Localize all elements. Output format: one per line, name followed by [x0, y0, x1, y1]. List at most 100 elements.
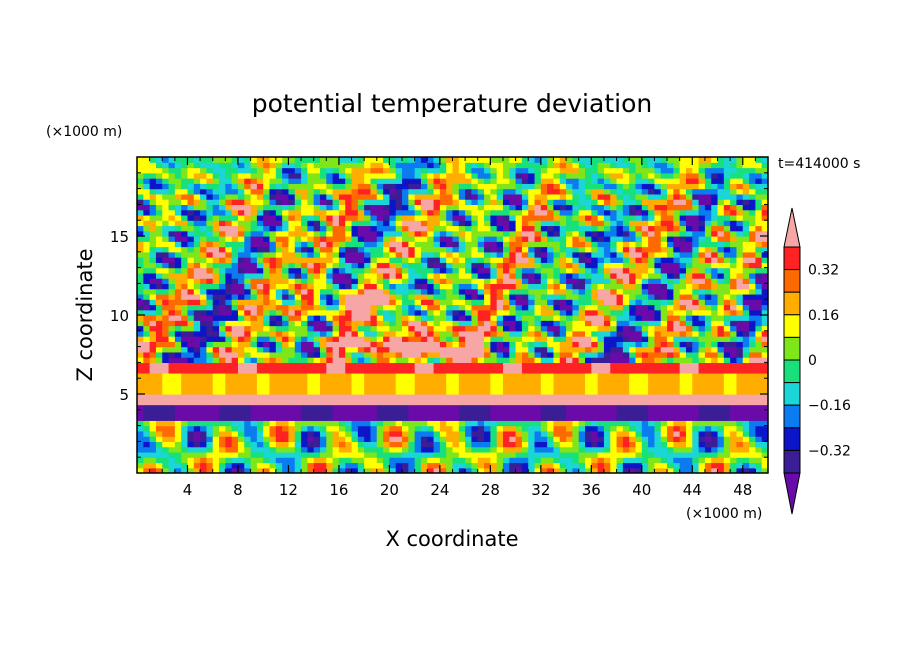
contour-cell: [471, 214, 479, 221]
contour-cell: [174, 404, 182, 411]
contour-cell: [540, 304, 548, 311]
contour-cell: [174, 372, 182, 379]
contour-cell: [370, 230, 378, 237]
contour-cell: [237, 399, 245, 406]
contour-cell: [502, 257, 510, 263]
contour-cell: [137, 241, 144, 248]
contour-cell: [338, 367, 346, 374]
contour-cell: [414, 446, 422, 453]
contour-cell: [698, 457, 706, 464]
contour-cell: [301, 299, 308, 306]
contour-cell: [225, 309, 233, 316]
contour-cell: [610, 267, 618, 274]
contour-cell: [237, 304, 245, 311]
contour-cell: [572, 430, 580, 437]
contour-cell: [597, 251, 605, 258]
contour-cell: [149, 225, 157, 232]
contour-cell: [433, 341, 441, 348]
contour-cell: [446, 388, 454, 395]
contour-cell: [597, 436, 605, 442]
contour-cell: [181, 420, 189, 427]
contour-cell: [200, 378, 208, 385]
contour-cell: [376, 436, 384, 442]
contour-cell: [225, 293, 233, 300]
contour-cell: [351, 357, 359, 363]
contour-cell: [313, 451, 321, 458]
contour-cell: [515, 399, 523, 406]
contour-cell: [521, 467, 529, 473]
contour-cell: [572, 467, 580, 473]
contour-cell: [420, 278, 428, 284]
contour-cell: [269, 367, 277, 374]
contour-cell: [420, 315, 428, 321]
contour-cell: [187, 288, 195, 295]
contour-cell: [572, 283, 580, 290]
contour-cell: [578, 241, 586, 248]
contour-cell: [326, 451, 334, 458]
contour-cell: [301, 309, 308, 316]
contour-cell: [143, 372, 151, 379]
contour-cell: [572, 378, 580, 385]
contour-cell: [155, 394, 163, 400]
contour-cell: [509, 246, 517, 253]
contour-cell: [629, 430, 637, 437]
contour-cell: [692, 336, 700, 342]
contour-cell: [458, 362, 466, 369]
contour-cell: [685, 304, 693, 311]
contour-cell: [168, 346, 176, 353]
contour-cell: [597, 362, 605, 369]
contour-cell: [749, 278, 756, 284]
contour-cell: [269, 415, 277, 421]
contour-cell: [585, 288, 592, 295]
contour-cell: [137, 378, 144, 385]
contour-cell: [761, 351, 768, 358]
contour-cell: [698, 299, 706, 306]
contour-cell: [540, 246, 548, 253]
contour-cell: [458, 394, 466, 400]
contour-cell: [338, 420, 346, 427]
contour-cell: [591, 462, 599, 469]
contour-cell: [685, 283, 693, 290]
contour-cell: [698, 309, 706, 316]
contour-cell: [603, 267, 611, 274]
contour-cell: [414, 462, 422, 469]
contour-cell: [282, 394, 290, 400]
contour-cell: [610, 225, 618, 232]
contour-cell: [219, 336, 226, 342]
contour-cell: [338, 404, 346, 411]
contour-cell: [212, 462, 220, 469]
contour-cell: [200, 262, 208, 269]
contour-cell: [376, 367, 384, 374]
contour-cell: [219, 209, 226, 216]
contour-cell: [641, 436, 649, 442]
contour-cell: [711, 378, 719, 385]
contour-cell: [566, 220, 573, 227]
contour-cell: [572, 293, 580, 300]
contour-cell: [616, 272, 624, 279]
contour-cell: [155, 288, 163, 295]
contour-cell: [345, 241, 353, 248]
contour-cell: [597, 425, 605, 432]
contour-cell: [704, 309, 712, 316]
contour-cell: [717, 309, 725, 316]
contour-cell: [641, 267, 649, 274]
contour-cell: [332, 357, 340, 363]
contour-cell: [648, 457, 656, 464]
contour-cell: [383, 299, 390, 306]
contour-cell: [364, 457, 372, 464]
contour-cell: [319, 236, 327, 242]
contour-cell: [477, 436, 485, 442]
contour-cell: [383, 457, 390, 464]
contour-cell: [761, 378, 768, 385]
contour-cell: [376, 315, 384, 321]
contour-cell: [282, 420, 290, 427]
contour-cell: [566, 357, 573, 363]
contour-cell: [496, 309, 504, 316]
contour-cell: [711, 283, 719, 290]
contour-cell: [250, 267, 258, 274]
contour-cell: [351, 399, 359, 406]
contour-cell: [685, 357, 693, 363]
contour-cell: [155, 346, 163, 353]
contour-cell: [502, 304, 510, 311]
contour-cell: [622, 309, 630, 316]
